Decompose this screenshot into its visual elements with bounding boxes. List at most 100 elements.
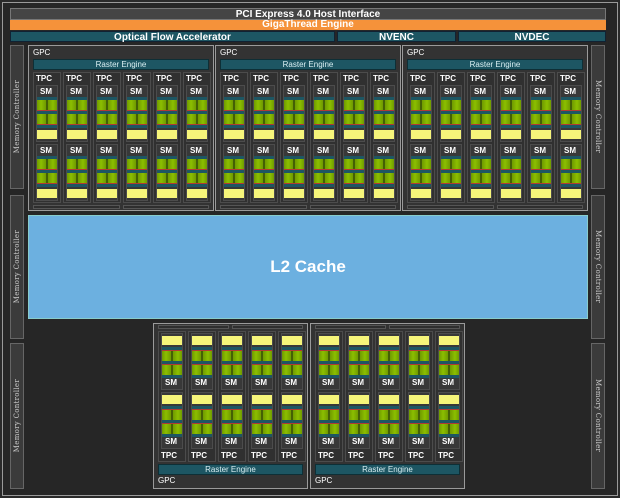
tpc: TPC SM SM: [375, 331, 403, 462]
tpc-label: TPC: [500, 74, 516, 83]
sm-unit: [284, 170, 304, 173]
l1-cache: [561, 130, 581, 139]
cuda-cores: [187, 173, 207, 183]
cuda-cores: [441, 114, 461, 124]
tensor-core: [284, 124, 304, 125]
sm-unit: [67, 156, 87, 159]
tensor-core: [67, 183, 87, 184]
tensor-core: [379, 364, 399, 365]
sm-unit: [439, 434, 459, 437]
tensor-core: [319, 423, 339, 424]
l1-cache: [127, 130, 147, 139]
sm-unit: [439, 361, 459, 364]
sm-unit: [282, 347, 302, 350]
sm-core-block: [319, 336, 339, 378]
tensor-core: [284, 110, 304, 111]
sm-label: SM: [225, 437, 237, 446]
sm-unit: [471, 125, 491, 128]
sm: SM: [560, 85, 582, 142]
sm-label: SM: [444, 87, 456, 96]
cuda-cores: [379, 351, 399, 361]
tensor-core: [67, 124, 87, 125]
sm-unit: [97, 125, 117, 128]
cuda-cores: [254, 114, 274, 124]
sm-unit: [97, 170, 117, 173]
sm-core-block: [222, 395, 242, 437]
sm-unit: [282, 375, 302, 378]
cuda-cores: [254, 100, 274, 110]
sm-unit: [471, 170, 491, 173]
tpc: TPC SM SM: [437, 72, 465, 203]
sm-label: SM: [190, 146, 202, 155]
sm-unit: [157, 170, 177, 173]
sm-unit: [344, 184, 364, 187]
sm: SM: [96, 85, 118, 142]
sm-core-block: [222, 336, 242, 378]
tensor-core: [349, 350, 369, 351]
raster-engine: Raster Engine: [158, 464, 303, 475]
tensor-core: [319, 350, 339, 351]
sm-label: SM: [195, 437, 207, 446]
sm-core-block: [127, 97, 147, 139]
tensor-core: [561, 169, 581, 170]
sm-unit: [411, 170, 431, 173]
sm-unit: [224, 184, 244, 187]
sm-unit: [379, 420, 399, 423]
sm-label: SM: [442, 437, 454, 446]
l1-cache: [374, 189, 394, 198]
tpc: TPC SM SM: [63, 72, 91, 203]
sm-unit: [314, 97, 334, 100]
sm-unit: [127, 156, 147, 159]
tensor-core: [187, 110, 207, 111]
sm-unit: [97, 156, 117, 159]
sm-label: SM: [130, 87, 142, 96]
sm-unit: [222, 347, 242, 350]
sm-unit: [379, 434, 399, 437]
sm-core-block: [127, 156, 147, 198]
tpc-label: TPC: [251, 451, 267, 460]
sm-label: SM: [317, 146, 329, 155]
cuda-cores: [344, 173, 364, 183]
cuda-cores: [157, 114, 177, 124]
sm: SM: [410, 85, 432, 142]
sm-label: SM: [255, 437, 267, 446]
sm-label: SM: [285, 437, 297, 446]
sm-core-block: [379, 395, 399, 437]
sm-unit: [187, 184, 207, 187]
sm-label: SM: [414, 87, 426, 96]
sm-label: SM: [40, 87, 52, 96]
cuda-cores: [162, 365, 182, 375]
sm-label: SM: [40, 146, 52, 155]
sm-unit: [192, 375, 212, 378]
sm-unit: [439, 406, 459, 409]
cuda-cores: [374, 114, 394, 124]
sm-unit: [97, 97, 117, 100]
tpc: TPC SM SM: [220, 72, 248, 203]
sm: SM: [253, 144, 275, 201]
sm: SM: [438, 333, 460, 390]
l1-cache: [409, 336, 429, 345]
sm-unit: [192, 420, 212, 423]
tpc-label: TPC: [440, 74, 456, 83]
sm-label: SM: [317, 87, 329, 96]
sm-unit: [344, 156, 364, 159]
sm-label: SM: [347, 146, 359, 155]
sm-unit: [314, 111, 334, 114]
sm-unit: [501, 111, 521, 114]
sm: SM: [530, 85, 552, 142]
sm-unit: [162, 361, 182, 364]
tensor-core: [471, 124, 491, 125]
cuda-cores: [314, 173, 334, 183]
sm: SM: [253, 85, 275, 142]
tensor-core: [441, 183, 461, 184]
sm: SM: [410, 144, 432, 201]
tensor-core: [222, 350, 242, 351]
sm-unit: [192, 434, 212, 437]
l1-cache: [282, 336, 302, 345]
tensor-core: [531, 183, 551, 184]
tensor-core: [409, 364, 429, 365]
sm-label: SM: [564, 87, 576, 96]
sm-unit: [222, 434, 242, 437]
tpc: TPC SM SM: [93, 72, 121, 203]
nvdec: NVDEC: [458, 31, 606, 43]
